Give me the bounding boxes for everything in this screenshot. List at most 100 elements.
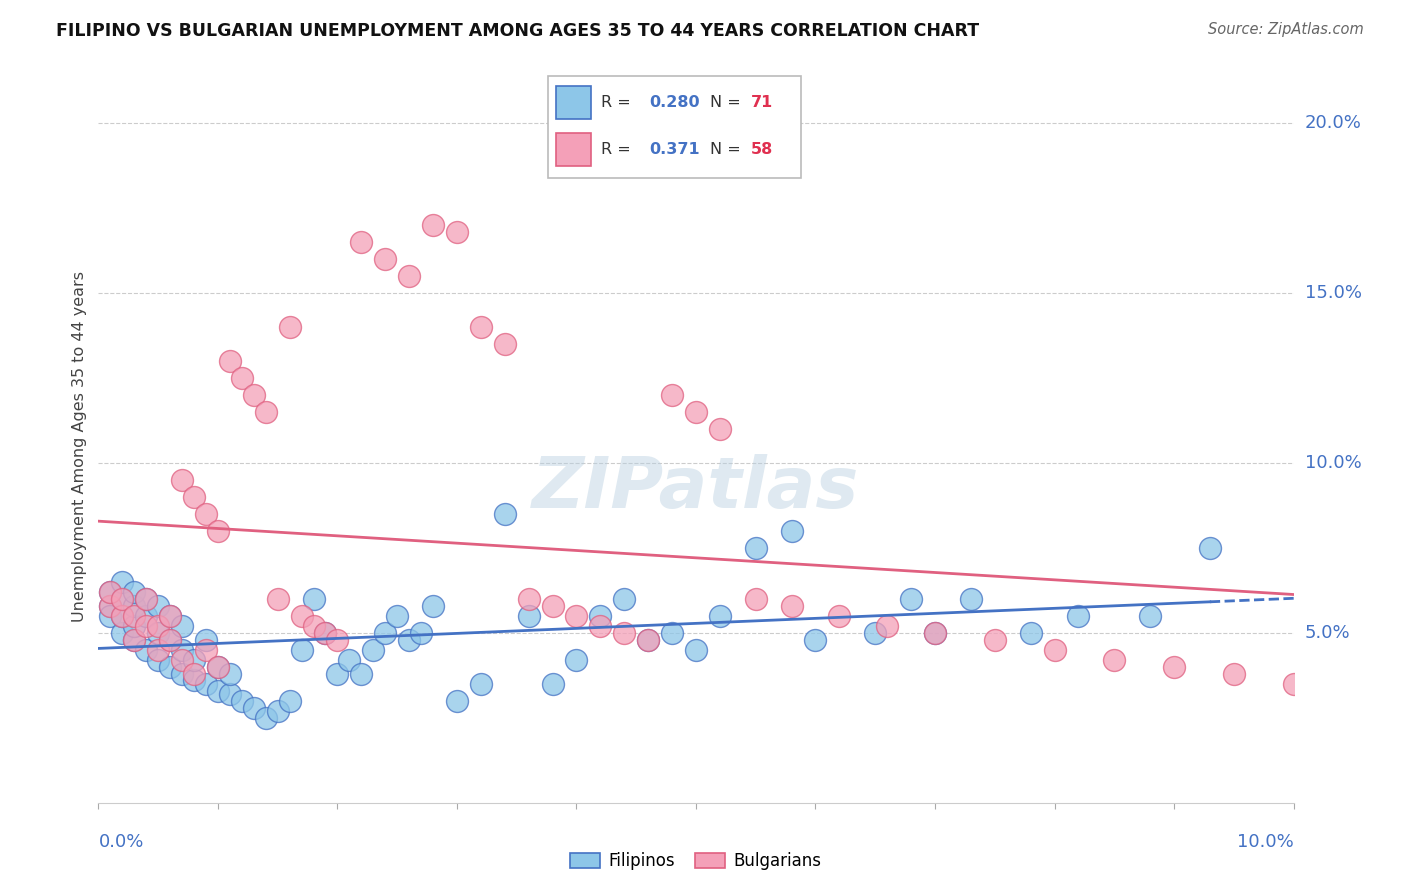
Point bbox=[541, 677, 564, 691]
Text: 0.0%: 0.0% bbox=[98, 833, 143, 851]
Point bbox=[302, 619, 325, 633]
Point bbox=[135, 591, 157, 606]
Text: 20.0%: 20.0% bbox=[1305, 114, 1361, 132]
Point bbox=[613, 591, 636, 606]
Point bbox=[254, 405, 277, 419]
Point bbox=[385, 608, 409, 623]
Point bbox=[207, 683, 229, 698]
Point bbox=[661, 626, 683, 640]
Point bbox=[124, 608, 146, 623]
Point bbox=[1104, 653, 1126, 667]
Point bbox=[983, 632, 1005, 647]
Point bbox=[135, 608, 157, 623]
Point bbox=[363, 643, 385, 657]
Point bbox=[1043, 643, 1066, 657]
Point bbox=[194, 677, 218, 691]
Point bbox=[111, 591, 134, 606]
Point bbox=[267, 591, 290, 606]
Text: 10.0%: 10.0% bbox=[1305, 454, 1361, 472]
Point bbox=[924, 626, 946, 640]
Point bbox=[231, 371, 253, 385]
Point bbox=[411, 626, 433, 640]
Point bbox=[1163, 660, 1185, 674]
Point bbox=[780, 599, 803, 613]
Point bbox=[745, 541, 768, 555]
Point bbox=[148, 626, 170, 640]
Point bbox=[98, 585, 122, 599]
Point bbox=[315, 626, 337, 640]
Point bbox=[194, 643, 218, 657]
Point bbox=[207, 660, 229, 674]
FancyBboxPatch shape bbox=[548, 76, 801, 178]
Point bbox=[159, 608, 181, 623]
Point bbox=[804, 632, 827, 647]
Point bbox=[1139, 608, 1161, 623]
Point bbox=[446, 225, 468, 239]
FancyBboxPatch shape bbox=[555, 87, 592, 119]
Point bbox=[98, 585, 122, 599]
Text: 5.0%: 5.0% bbox=[1305, 624, 1350, 642]
Point bbox=[98, 599, 122, 613]
Text: 0.280: 0.280 bbox=[650, 95, 700, 110]
Point bbox=[243, 388, 266, 402]
Text: R =: R = bbox=[602, 142, 641, 157]
Point bbox=[172, 666, 194, 681]
Point bbox=[148, 643, 170, 657]
Point bbox=[183, 666, 205, 681]
Point bbox=[290, 608, 312, 623]
Point bbox=[339, 653, 360, 667]
Point bbox=[828, 608, 851, 623]
Point bbox=[148, 619, 170, 633]
Point bbox=[745, 591, 768, 606]
Point bbox=[219, 666, 242, 681]
Point bbox=[613, 626, 636, 640]
Point bbox=[470, 677, 492, 691]
Point bbox=[172, 653, 194, 667]
Point bbox=[111, 608, 134, 623]
Point bbox=[565, 608, 588, 623]
Point bbox=[589, 619, 612, 633]
Point bbox=[148, 599, 170, 613]
Text: 10.0%: 10.0% bbox=[1237, 833, 1294, 851]
Point bbox=[219, 687, 242, 701]
Point bbox=[876, 619, 898, 633]
Text: 15.0%: 15.0% bbox=[1305, 284, 1361, 302]
Point bbox=[1019, 626, 1042, 640]
Point bbox=[661, 388, 683, 402]
Point bbox=[135, 643, 157, 657]
Point bbox=[1282, 677, 1305, 691]
Point bbox=[422, 599, 444, 613]
Point bbox=[446, 694, 468, 708]
Point bbox=[374, 252, 396, 266]
Point bbox=[111, 626, 134, 640]
Point bbox=[350, 666, 373, 681]
Point bbox=[517, 591, 540, 606]
Point bbox=[350, 235, 373, 249]
Point bbox=[183, 673, 205, 688]
Point bbox=[589, 608, 612, 623]
Point bbox=[494, 337, 516, 351]
Point bbox=[1343, 541, 1365, 555]
Point bbox=[111, 591, 134, 606]
Point bbox=[111, 608, 134, 623]
Point bbox=[685, 643, 707, 657]
Point bbox=[207, 524, 229, 538]
FancyBboxPatch shape bbox=[555, 133, 592, 166]
Point bbox=[326, 632, 349, 647]
Text: R =: R = bbox=[602, 95, 637, 110]
Point bbox=[183, 653, 205, 667]
Point bbox=[135, 591, 157, 606]
Text: N =: N = bbox=[710, 95, 747, 110]
Point bbox=[183, 490, 205, 504]
Point bbox=[194, 632, 218, 647]
Point bbox=[159, 632, 181, 647]
Text: FILIPINO VS BULGARIAN UNEMPLOYMENT AMONG AGES 35 TO 44 YEARS CORRELATION CHART: FILIPINO VS BULGARIAN UNEMPLOYMENT AMONG… bbox=[56, 22, 980, 40]
Point bbox=[124, 619, 146, 633]
Text: 71: 71 bbox=[751, 95, 773, 110]
Point bbox=[207, 660, 229, 674]
Point bbox=[565, 653, 588, 667]
Point bbox=[541, 599, 564, 613]
Point bbox=[326, 666, 349, 681]
Point bbox=[159, 608, 181, 623]
Point bbox=[517, 608, 540, 623]
